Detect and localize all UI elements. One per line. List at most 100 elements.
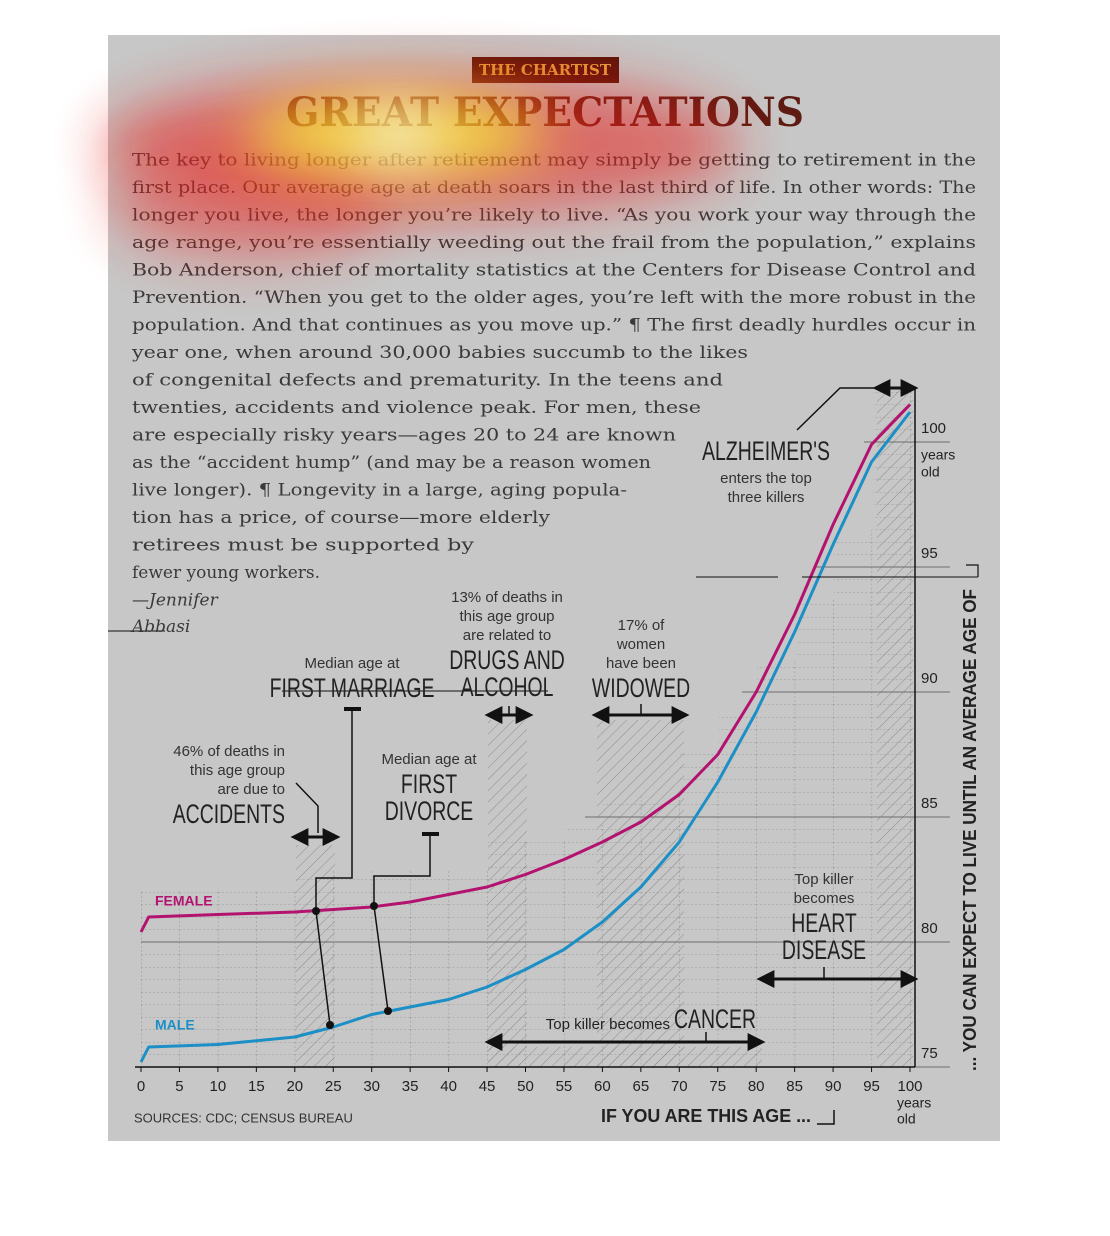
byline: —Jennifer xyxy=(132,591,219,611)
body-line: twenties, accidents and violence peak. F… xyxy=(132,398,701,418)
dot-marriage-female xyxy=(312,907,320,915)
annotation-label-group: FIRST xyxy=(401,769,457,799)
annotation-label-group: DRUGS AND xyxy=(449,645,565,675)
body-line: age range, you’re essentially weeding ou… xyxy=(132,233,976,253)
leader-accidents xyxy=(295,782,319,833)
x-tick-label: 55 xyxy=(556,1078,573,1095)
annotation-note: Median age at xyxy=(304,655,400,672)
body-line: Bob Anderson, chief of mortality statist… xyxy=(132,261,976,281)
annotation-label-group: FIRST MARRIAGE xyxy=(270,673,435,703)
body-line: population. And that continues as you mo… xyxy=(132,316,976,336)
x-tick-label: 30 xyxy=(363,1078,380,1095)
annotation-note: this age group xyxy=(190,762,285,779)
body-line: The key to living longer after retiremen… xyxy=(132,151,976,171)
x-tick-label: 0 xyxy=(137,1078,145,1095)
x-tick-label: 5 xyxy=(175,1078,183,1095)
series-label: FEMALE xyxy=(155,893,213,909)
annotation-note: becomes xyxy=(794,890,855,907)
x-tick-label: 20 xyxy=(286,1078,303,1095)
series-line xyxy=(139,403,912,933)
body-line: year one, when around 30,000 babies succ… xyxy=(131,343,748,363)
annotations: 46% of deaths in this age group are due to… xyxy=(173,436,866,1034)
annotation-label-group: ALZHEIMER'S xyxy=(702,436,830,466)
dot-divorce-male xyxy=(384,1007,392,1015)
dots xyxy=(312,902,392,1029)
annotation-note: 17% of xyxy=(618,617,666,634)
band-cancer xyxy=(488,1047,762,1067)
x-tick-label: 15 xyxy=(248,1078,265,1095)
y-tick-label: 90 xyxy=(921,670,938,687)
x-tick-label: 10 xyxy=(210,1078,227,1095)
y-tick-label: 85 xyxy=(921,795,938,812)
dot-divorce-female xyxy=(370,902,378,910)
x-tick-label: 50 xyxy=(517,1078,534,1095)
series-line xyxy=(139,411,912,1063)
annotation-note: enters the top xyxy=(720,470,812,487)
x-unit: years xyxy=(897,1095,931,1111)
x-tick-label: 35 xyxy=(402,1078,419,1095)
annotation-label-group: DISEASE xyxy=(782,935,866,965)
body-line: live longer). ¶ Longevity in a large, ag… xyxy=(132,481,627,501)
x-unit: old xyxy=(897,1111,916,1127)
x-tick-label: 100 xyxy=(897,1078,922,1095)
hatched-bands xyxy=(296,387,913,1067)
y-tick-label: 80 xyxy=(921,920,938,937)
y-tick-label: 95 xyxy=(921,545,938,562)
leader-alzheimers xyxy=(796,387,876,431)
x-tick-label: 40 xyxy=(440,1078,457,1095)
body-line: first place. Our average age at death so… xyxy=(132,178,976,198)
annotation-label: DIVORCE xyxy=(385,796,474,826)
x-label-arrow xyxy=(817,1110,835,1125)
x-tick-label: 90 xyxy=(825,1078,842,1095)
x-tick-label: 80 xyxy=(748,1078,765,1095)
body-line: fewer young workers. xyxy=(132,563,320,583)
annotation-note: Median age at xyxy=(381,751,477,768)
annotation-label: WIDOWED xyxy=(592,673,690,703)
band-drugs xyxy=(488,720,527,1067)
x-tick-label: 85 xyxy=(786,1078,803,1095)
annotation-label-group: ACCIDENTS xyxy=(173,799,285,829)
annotation-label: ACCIDENTS xyxy=(173,799,285,829)
annotation-note: Top killer becomes xyxy=(546,1016,670,1033)
x-tick-label: 95 xyxy=(863,1078,880,1095)
corner-arrow xyxy=(966,564,979,577)
annotation-note: have been xyxy=(606,655,676,672)
annotation-note: are related to xyxy=(463,627,551,644)
series-label: MALE xyxy=(155,1017,195,1033)
y-axis-label: ... YOU CAN EXPECT TO LIVE UNTIL AN AVER… xyxy=(960,589,980,1071)
annotation-label: FIRST xyxy=(401,769,457,799)
annotation-label-group: WIDOWED xyxy=(592,673,690,703)
x-tick-label: 70 xyxy=(671,1078,688,1095)
x-tick-label: 60 xyxy=(594,1078,611,1095)
body-line: of congenital defects and prematurity. I… xyxy=(132,371,723,391)
body-line: tion has a price, of course—more elderly xyxy=(132,508,550,528)
body-line: are especially risky years—ages 20 to 24… xyxy=(132,426,676,446)
annotation-note: 13% of deaths in xyxy=(451,589,563,606)
annotation-note: this age group xyxy=(459,608,554,625)
x-tick-label: 45 xyxy=(479,1078,496,1095)
annotation-label: ALZHEIMER'S xyxy=(702,436,830,466)
annotation-note: women xyxy=(616,636,665,653)
annotation-label-group: ALCOHOL xyxy=(461,672,554,702)
body-line: Prevention. “When you get to the older a… xyxy=(132,288,976,308)
leader-divorce xyxy=(373,834,431,1012)
body-line: retirees must be supported by xyxy=(132,536,475,556)
x-tick-label: 75 xyxy=(709,1078,726,1095)
x-tick-label: 25 xyxy=(325,1078,342,1095)
source: SOURCES: CDC; CENSUS BUREAU xyxy=(134,1110,353,1125)
annotation-label: DISEASE xyxy=(782,935,866,965)
dot-marriage-male xyxy=(326,1021,334,1029)
connectors xyxy=(108,379,979,1125)
y-unit: years xyxy=(921,447,955,463)
kicker: THE CHARTIST xyxy=(479,61,612,79)
annotation-note: are due to xyxy=(217,781,285,798)
annotation-note: 46% of deaths in xyxy=(173,743,285,760)
x-axis-label: IF YOU ARE THIS AGE ... xyxy=(601,1106,811,1126)
annotation-label: ALCOHOL xyxy=(461,672,554,702)
annotation-label: HEART xyxy=(791,908,857,938)
body-line: as the “accident hump” (and may be a rea… xyxy=(132,453,651,473)
annotation-label: FIRST MARRIAGE xyxy=(270,673,435,703)
